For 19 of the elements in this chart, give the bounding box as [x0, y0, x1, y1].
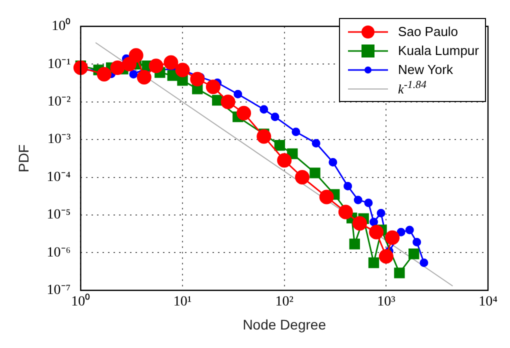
- y-axis-title: PDF: [15, 144, 32, 172]
- x-axis-title: Node Degree: [242, 316, 326, 332]
- legend-label: New York: [398, 62, 453, 77]
- y-tick-label: 10⁰: [52, 18, 71, 34]
- x-tick-label: 10⁰: [71, 293, 90, 310]
- x-tick-label: 10²: [275, 294, 294, 310]
- y-tick-label: 10⁻⁵: [46, 208, 71, 223]
- y-tick-label: 10⁻¹: [47, 56, 71, 72]
- legend-label: Kuala Lumpur: [398, 43, 479, 58]
- y-tick-label: 10⁻³: [47, 132, 71, 148]
- legend-label: Sao Paulo: [398, 24, 458, 39]
- legend-label: k$^{-1.84}$: [398, 79, 426, 98]
- x-tick-label: 10⁴: [478, 294, 498, 310]
- y-tick-label: 10⁻⁷: [46, 283, 71, 298]
- y-tick-label: 10⁻⁶: [46, 245, 71, 260]
- y-tick-label: 10⁻²: [47, 94, 71, 110]
- x-tick-label: 10³: [377, 294, 396, 310]
- y-tick-label: 10⁻⁴: [46, 170, 71, 185]
- x-tick-label: 10¹: [173, 294, 192, 310]
